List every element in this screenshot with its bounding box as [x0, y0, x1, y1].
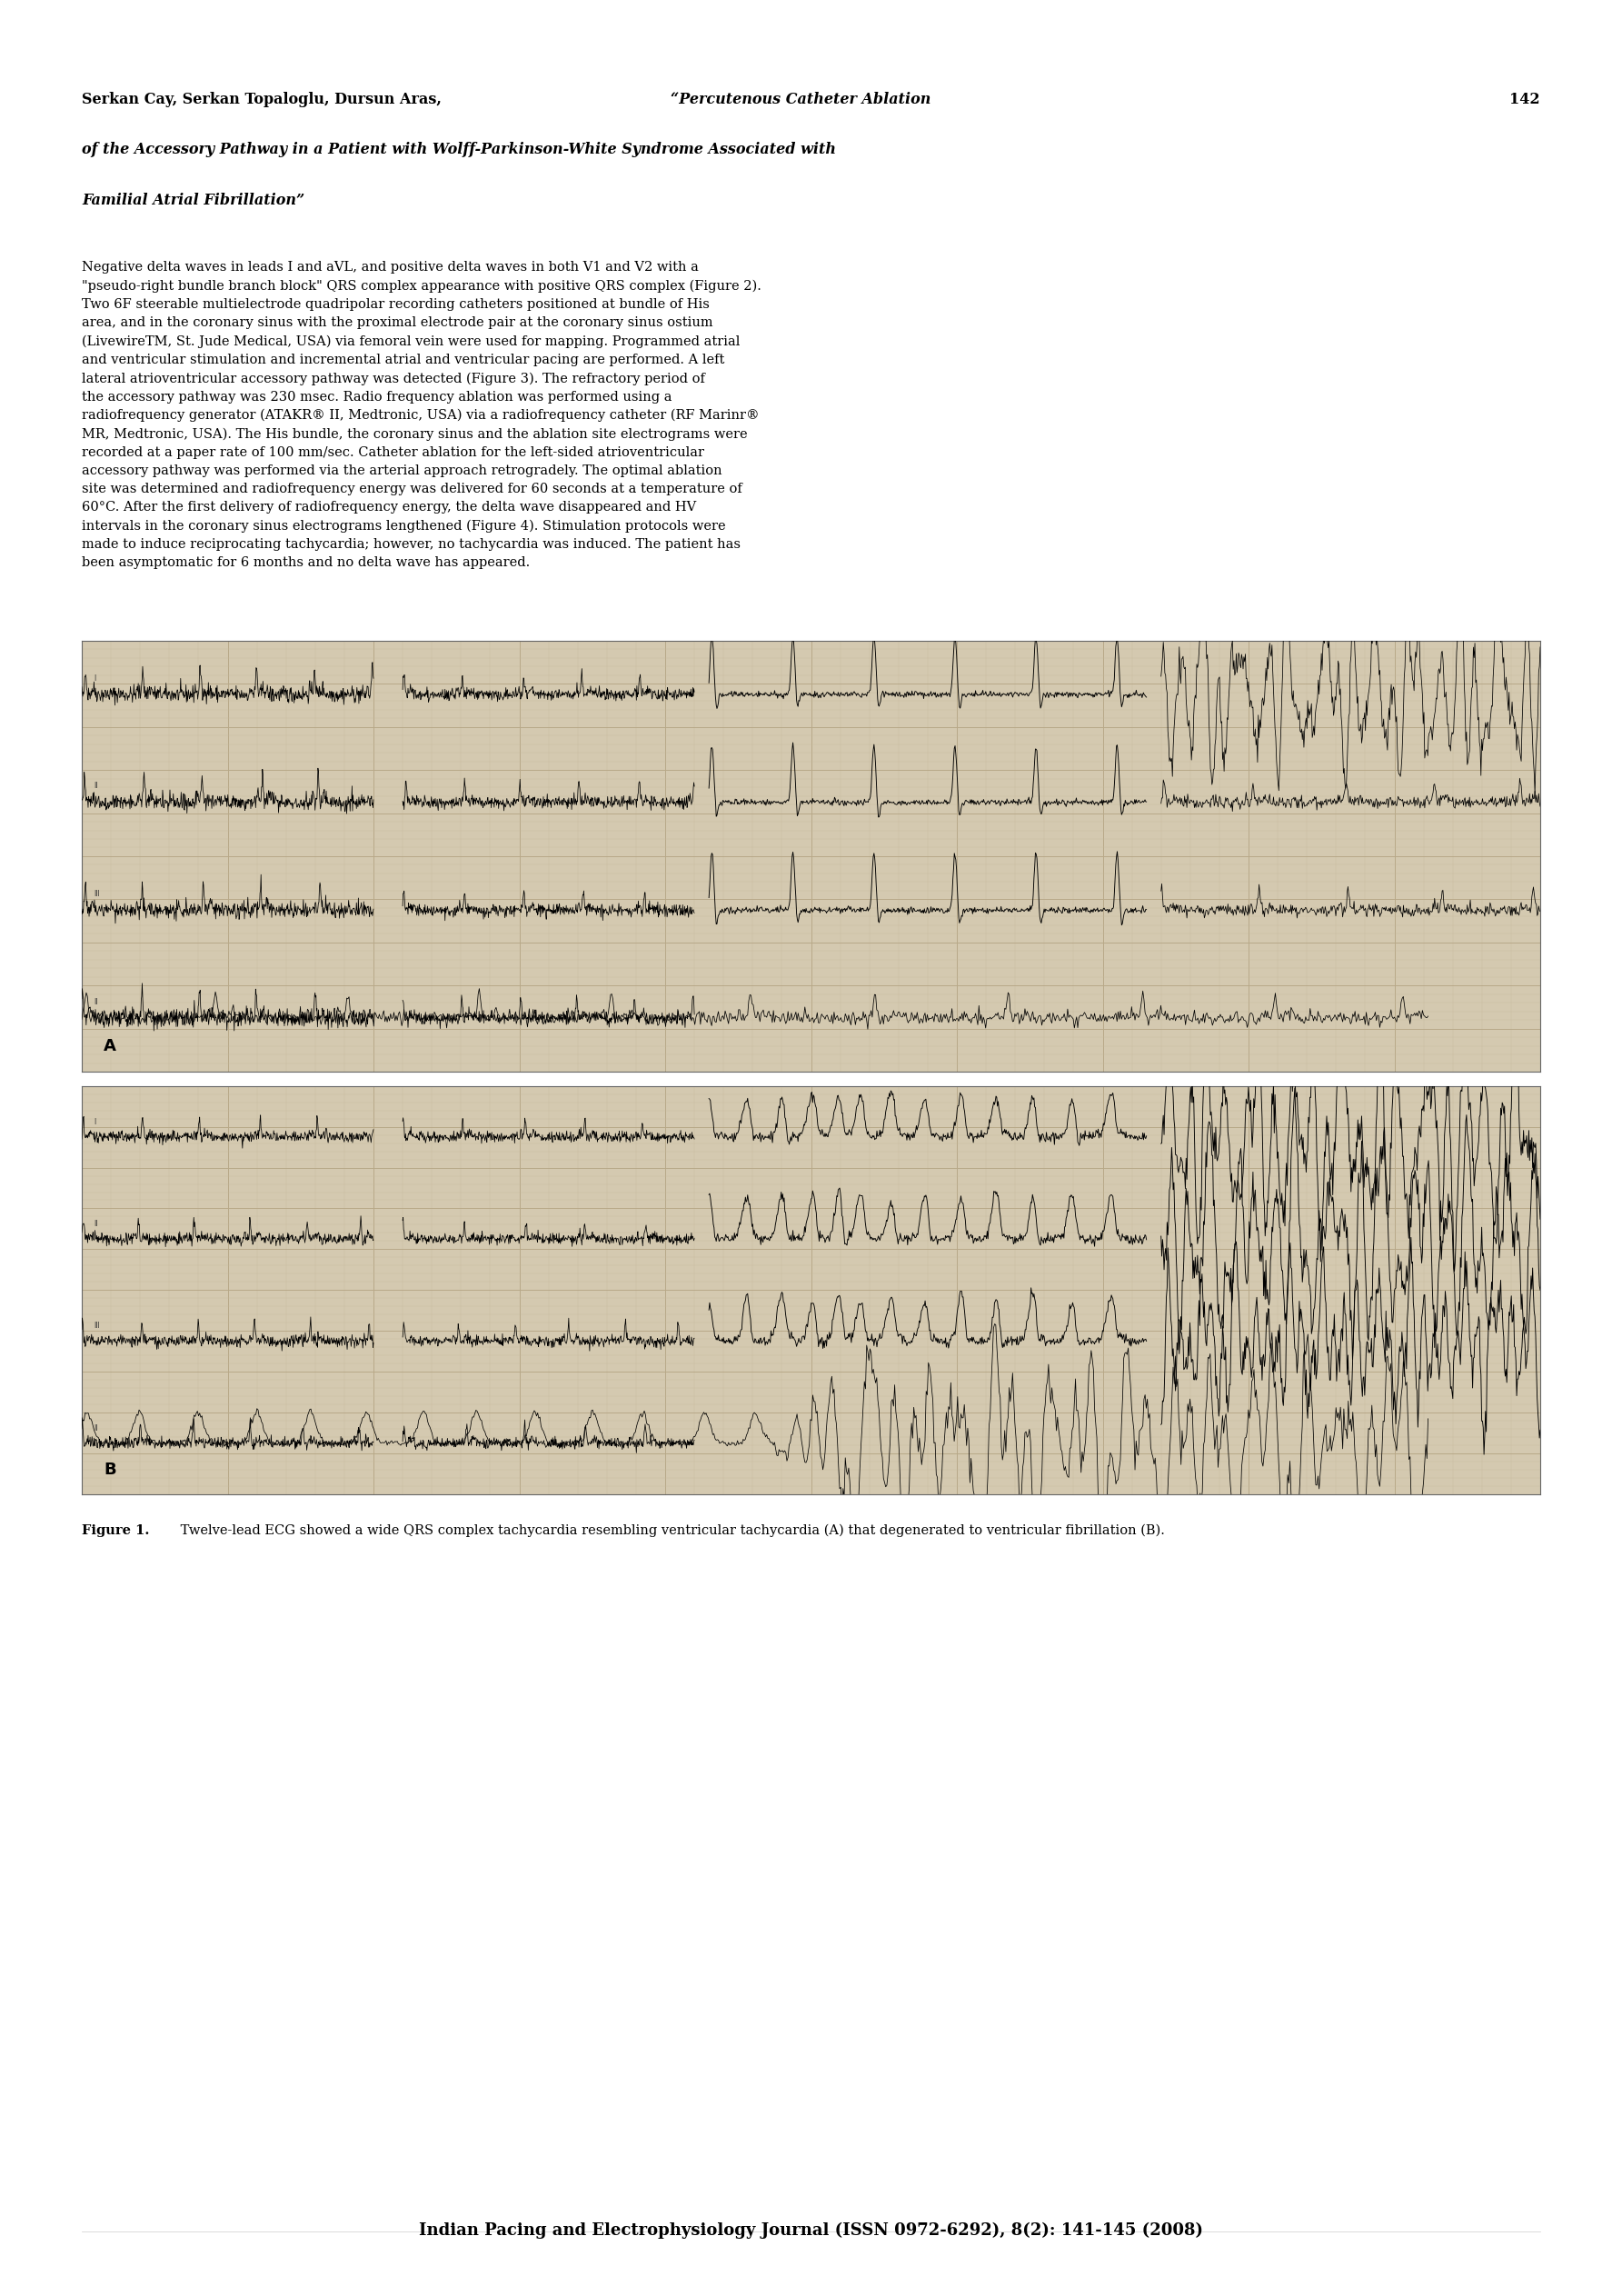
Text: 142: 142 — [1510, 92, 1541, 108]
Text: Negative delta waves in leads I and aVL, and positive delta waves in both V1 and: Negative delta waves in leads I and aVL,… — [81, 262, 761, 569]
Text: I: I — [94, 1118, 96, 1125]
Text: Indian Pacing and Electrophysiology Journal (ISSN 0972-6292), 8(2): 141-145 (200: Indian Pacing and Electrophysiology Jour… — [418, 2223, 1204, 2239]
Text: “Percutenous Catheter Ablation: “Percutenous Catheter Ablation — [670, 92, 931, 108]
Text: I: I — [94, 675, 96, 682]
Text: Familial Atrial Fibrillation”: Familial Atrial Fibrillation” — [81, 193, 305, 209]
Text: III: III — [94, 891, 99, 898]
Text: A: A — [104, 1038, 117, 1054]
Text: II: II — [94, 1424, 97, 1433]
Text: II: II — [94, 1219, 97, 1228]
Text: B: B — [104, 1463, 117, 1479]
Text: III: III — [94, 1322, 99, 1329]
Text: of the Accessory Pathway in a Patient with Wolff-Parkinson-White Syndrome Associ: of the Accessory Pathway in a Patient wi… — [81, 142, 835, 158]
Text: Figure 1.: Figure 1. — [81, 1525, 149, 1536]
Text: II: II — [94, 999, 97, 1006]
Text: II: II — [94, 783, 97, 790]
Text: Serkan Cay, Serkan Topaloglu, Dursun Aras,: Serkan Cay, Serkan Topaloglu, Dursun Ara… — [81, 92, 446, 108]
Text: Twelve-lead ECG showed a wide QRS complex tachycardia resembling ventricular tac: Twelve-lead ECG showed a wide QRS comple… — [175, 1525, 1165, 1538]
